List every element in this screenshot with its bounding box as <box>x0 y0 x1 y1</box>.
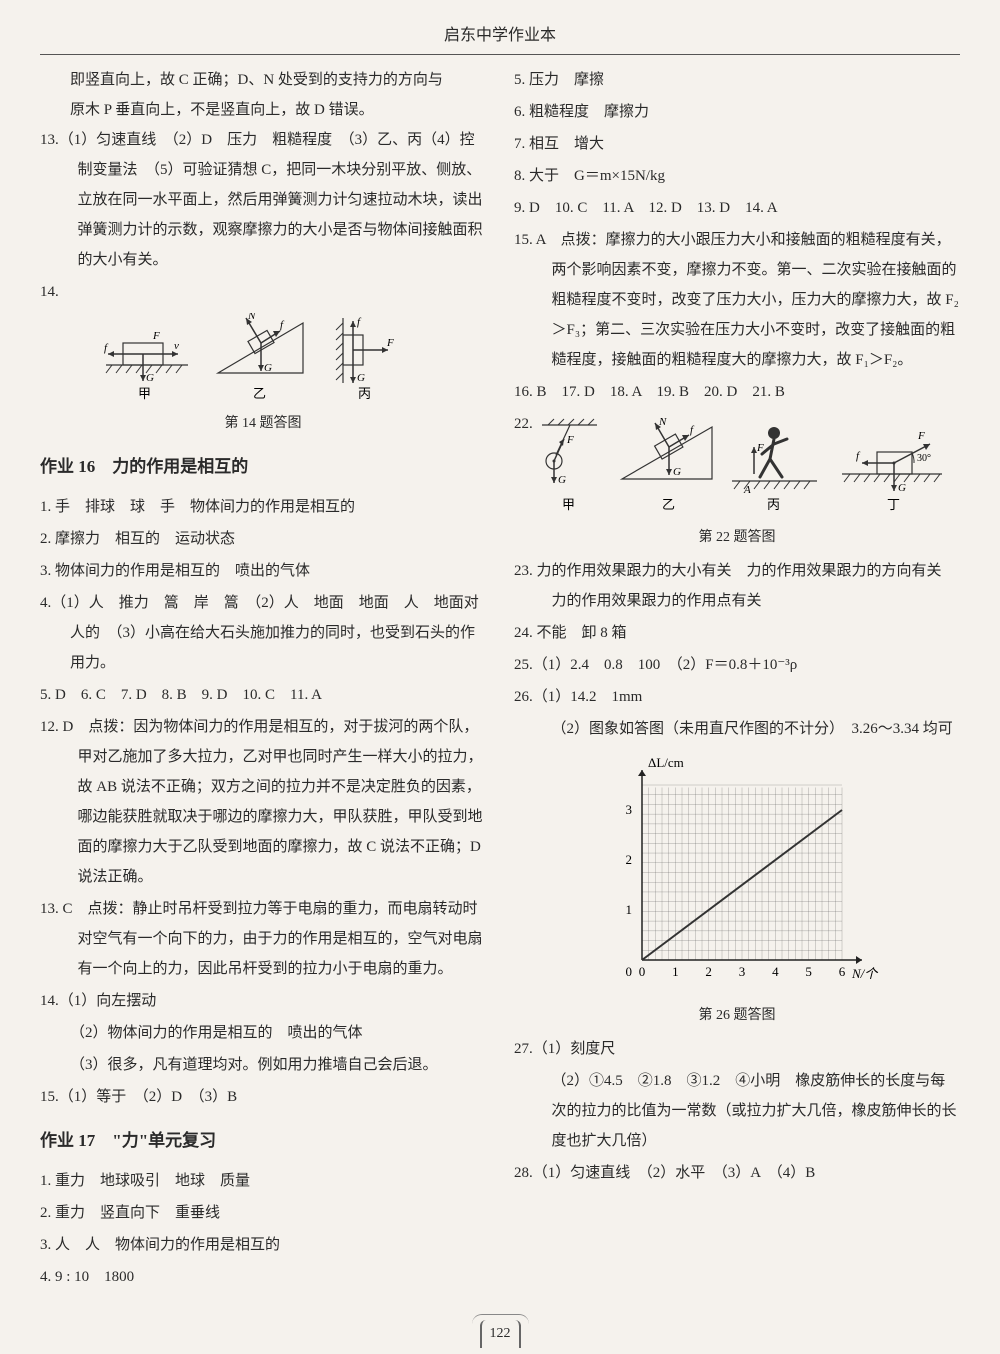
intro-line-1: 即竖直向上，故 C 正确；D、N 处受到的支持力的方向与 <box>40 65 486 95</box>
r-q8: 8. 大于 G＝m×15N/kg <box>514 161 960 191</box>
s17-q2: 2. 重力 竖直向下 重垂线 <box>40 1198 486 1228</box>
svg-text:2: 2 <box>705 964 712 979</box>
r-q23: 23. 力的作用效果跟力的大小有关 力的作用效果跟力的方向有关 力的作用效果跟力… <box>514 556 960 616</box>
svg-text:N: N <box>247 313 256 322</box>
s16-q14c: （3）很多，凡有道理均对。例如用力推墙自己会后退。 <box>40 1050 486 1080</box>
svg-text:5: 5 <box>805 964 812 979</box>
page-number: 122 <box>0 1320 1000 1348</box>
svg-text:F: F <box>756 442 764 454</box>
svg-text:v: v <box>174 340 179 352</box>
r-q28: 28.（1）匀速直线 （2）水平 （3）A （4）B <box>514 1158 960 1188</box>
svg-text:F: F <box>152 330 160 342</box>
q22-diagram: F G N f G <box>514 417 960 552</box>
s16-mc: 5. D 6. C 7. D 8. B 9. D 10. C 11. A <box>40 680 486 710</box>
s16-q3: 3. 物体间力的作用是相互的 喷出的气体 <box>40 556 486 586</box>
r-q27a: 27.（1）刻度尺 <box>514 1034 960 1064</box>
q22-caption: 第 22 题答图 <box>514 524 960 552</box>
svg-text:N: N <box>658 417 667 428</box>
r-q26b: （2）图象如答图（未用直尺作图的不计分） 3.26～3.34 均可 <box>514 714 960 744</box>
q26-caption: 第 26 题答图 <box>514 1002 960 1030</box>
q14-diagram: F v f G N f <box>40 313 486 438</box>
svg-text:0: 0 <box>639 964 646 979</box>
q26-chart: 0 1 2 3 4 5 6 1 2 3 0 N/个 ΔL/cm 第 26 题答图 <box>514 750 960 1030</box>
svg-text:丙: 丙 <box>767 497 780 512</box>
q14-sub-a: 甲 <box>138 386 151 401</box>
svg-text:f: f <box>280 319 285 331</box>
svg-text:ΔL/cm: ΔL/cm <box>648 755 684 770</box>
section-16-title: 作业 16 力的作用是相互的 <box>40 450 486 484</box>
svg-text:0: 0 <box>626 964 633 979</box>
svg-text:F: F <box>566 434 574 446</box>
s16-q14b: （2）物体间力的作用是相互的 喷出的气体 <box>40 1018 486 1048</box>
q26-chart-svg: 0 1 2 3 4 5 6 1 2 3 0 N/个 ΔL/cm <box>587 750 887 1000</box>
header-rule <box>40 54 960 55</box>
r-mc: 9. D 10. C 11. A 12. D 13. D 14. A <box>514 193 960 223</box>
svg-text:丁: 丁 <box>887 497 900 512</box>
right-column: 5. 压力 摩擦 6. 粗糙程度 摩擦力 7. 相互 增大 8. 大于 G＝m×… <box>514 65 960 1294</box>
q22-svg: F G N f G <box>517 417 957 522</box>
q14-svg: F v f G N f <box>98 313 428 408</box>
svg-text:3: 3 <box>626 802 633 817</box>
svg-text:G: G <box>264 362 272 374</box>
s16-q2: 2. 摩擦力 相互的 运动状态 <box>40 524 486 554</box>
section-17-title: 作业 17 "力"单元复习 <box>40 1124 486 1158</box>
svg-text:3: 3 <box>739 964 746 979</box>
s16-q1: 1. 手 排球 球 手 物体间力的作用是相互的 <box>40 492 486 522</box>
s16-q4: 4.（1）人 推力 篙 岸 篙 （2）人 地面 地面 人 地面对人的 （3）小高… <box>40 588 486 678</box>
svg-text:G: G <box>357 372 365 384</box>
r-q7: 7. 相互 增大 <box>514 129 960 159</box>
r-q25: 25.（1）2.4 0.8 100 （2）F＝0.8＋10⁻³ρ <box>514 650 960 680</box>
q22-label: 22. <box>514 416 533 432</box>
svg-text:2: 2 <box>626 852 633 867</box>
s16-q15: 15.（1）等于 （2）D （3）B <box>40 1082 486 1112</box>
intro-line-2: 原木 P 垂直向上，不是竖直向上，故 D 错误。 <box>40 95 486 125</box>
q14-label: 14. <box>40 277 486 307</box>
svg-text:G: G <box>146 372 154 384</box>
svg-text:乙: 乙 <box>662 497 675 512</box>
q14-sub-b: 乙 <box>253 386 266 401</box>
svg-text:f: f <box>104 342 109 354</box>
s17-q4: 4. 9 : 10 1800 <box>40 1262 486 1292</box>
svg-text:F: F <box>386 337 394 349</box>
svg-text:甲: 甲 <box>562 497 575 512</box>
svg-text:G: G <box>673 466 681 478</box>
r-q15: 15. A 点拨：摩擦力的大小跟压力大小和接触面的粗糙程度有关，两个影响因素不变… <box>514 225 960 375</box>
svg-text:f: f <box>357 316 362 328</box>
s17-q1: 1. 重力 地球吸引 地球 质量 <box>40 1166 486 1196</box>
svg-text:6: 6 <box>839 964 846 979</box>
q13: 13.（1）匀速直线 （2）D 压力 粗糙程度 （3）乙、丙（4）控制变量法 （… <box>40 125 486 275</box>
svg-text:1: 1 <box>626 902 633 917</box>
svg-text:A: A <box>743 484 751 496</box>
r-mc2: 16. B 17. D 18. A 19. B 20. D 21. B <box>514 377 960 407</box>
svg-text:F: F <box>917 430 925 442</box>
svg-text:1: 1 <box>672 964 679 979</box>
r-q6: 6. 粗糙程度 摩擦力 <box>514 97 960 127</box>
s16-q12: 12. D 点拨：因为物体间力的作用是相互的，对于拔河的两个队，甲对乙施加了多大… <box>40 712 486 892</box>
s17-q3: 3. 人 人 物体间力的作用是相互的 <box>40 1230 486 1260</box>
svg-text:f: f <box>690 424 695 436</box>
left-column: 即竖直向上，故 C 正确；D、N 处受到的支持力的方向与 原木 P 垂直向上，不… <box>40 65 486 1294</box>
svg-text:N/个: N/个 <box>851 966 879 981</box>
svg-text:G: G <box>898 482 906 494</box>
s16-q14a: 14.（1）向左摆动 <box>40 986 486 1016</box>
r-q26a: 26.（1）14.2 1mm <box>514 682 960 712</box>
svg-text:30°: 30° <box>917 453 931 464</box>
s16-q13: 13. C 点拨：静止时吊杆受到拉力等于电扇的重力，而电扇转动时对空气有一个向下… <box>40 894 486 984</box>
svg-text:G: G <box>558 474 566 486</box>
r-q5: 5. 压力 摩擦 <box>514 65 960 95</box>
page-number-value: 122 <box>480 1320 521 1348</box>
q14-sub-c: 丙 <box>358 386 371 401</box>
svg-text:4: 4 <box>772 964 779 979</box>
r-q27b: （2）①4.5 ②1.8 ③1.2 ④小明 橡皮筋伸长的长度与每次的拉力的比值为… <box>514 1066 960 1156</box>
q14-caption: 第 14 题答图 <box>40 410 486 438</box>
svg-text:f: f <box>856 450 861 462</box>
two-column-layout: 即竖直向上，故 C 正确；D、N 处受到的支持力的方向与 原木 P 垂直向上，不… <box>40 65 960 1294</box>
page-header-title: 启东中学作业本 <box>40 20 960 52</box>
r-q24: 24. 不能 卸 8 箱 <box>514 618 960 648</box>
